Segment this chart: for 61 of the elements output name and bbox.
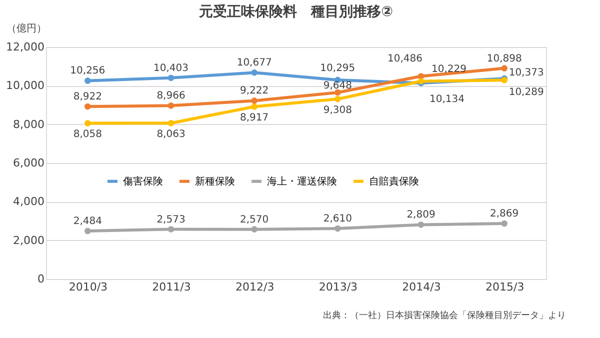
legend-label: 海上・運送保険: [267, 175, 337, 188]
source-note: 出典：（一社）日本損害保険協会「保険種目別データ」より: [323, 310, 566, 321]
point: [334, 225, 341, 232]
point: [334, 96, 341, 102]
point: [168, 120, 174, 126]
data-label: 8,922: [73, 92, 102, 103]
data-label: 10,229: [432, 64, 466, 76]
data-label: 2,869: [490, 208, 519, 220]
data-label: 10,898: [486, 53, 522, 64]
x-tick-label: 2015/3: [485, 280, 524, 294]
data-label: 9,308: [323, 105, 352, 116]
legend-label: 傷害保険: [123, 175, 163, 188]
y-tick-label: 8,000: [13, 118, 44, 131]
x-tick-label: 2010/3: [68, 280, 108, 294]
point: [168, 226, 174, 232]
data-label: 9,222: [240, 86, 269, 97]
point: [84, 228, 91, 234]
point: [251, 69, 258, 76]
data-label: 8,966: [156, 90, 186, 102]
data-label: 2,610: [323, 214, 352, 225]
data-label: 10,486: [388, 53, 422, 64]
y-axis-title: （億円）: [6, 22, 46, 34]
y-tick-label: 4,000: [13, 195, 44, 208]
data-label: 9,648: [323, 80, 352, 92]
data-label: 8,063: [156, 129, 186, 140]
x-tick-label: 2014/3: [402, 280, 441, 294]
data-label: 10,256: [70, 66, 106, 77]
point: [251, 226, 258, 232]
data-label: 10,677: [236, 58, 272, 69]
chart-title: 元受正味保険料 種目別推移②: [198, 4, 394, 20]
point: [168, 102, 174, 109]
data-label: 10,295: [320, 62, 356, 74]
point: [84, 78, 91, 84]
point: [84, 120, 91, 126]
data-label: 10,134: [430, 94, 464, 106]
y-tick-label: 2,000: [13, 234, 44, 247]
point: [251, 103, 258, 110]
point: [501, 220, 508, 227]
data-label: 8,917: [240, 112, 269, 124]
legend-label: 新種保険: [195, 175, 235, 188]
x-tick-label: 2013/3: [318, 280, 358, 294]
y-tick-label: 6,000: [13, 156, 44, 170]
point: [168, 74, 174, 82]
data-label: 10,403: [154, 62, 188, 74]
data-label: 2,573: [156, 214, 186, 226]
point: [418, 222, 424, 228]
y-tick-label: 10,000: [6, 79, 44, 92]
legend-label: 自賠責保険: [369, 175, 419, 188]
data-label: 2,809: [406, 210, 436, 221]
point: [84, 103, 91, 110]
data-label: 10,373: [508, 67, 544, 78]
point: [251, 98, 258, 104]
data-label: 2,484: [73, 216, 102, 227]
y-tick-label: 12,000: [6, 40, 44, 54]
data-label: 2,570: [240, 214, 269, 226]
point: [501, 65, 508, 72]
y-tick-label: 0: [38, 272, 44, 286]
data-label: 10,289: [508, 87, 544, 98]
x-tick-label: 2012/3: [235, 280, 274, 294]
x-tick-label: 2011/3: [152, 280, 191, 294]
data-label: 8,058: [73, 129, 102, 140]
